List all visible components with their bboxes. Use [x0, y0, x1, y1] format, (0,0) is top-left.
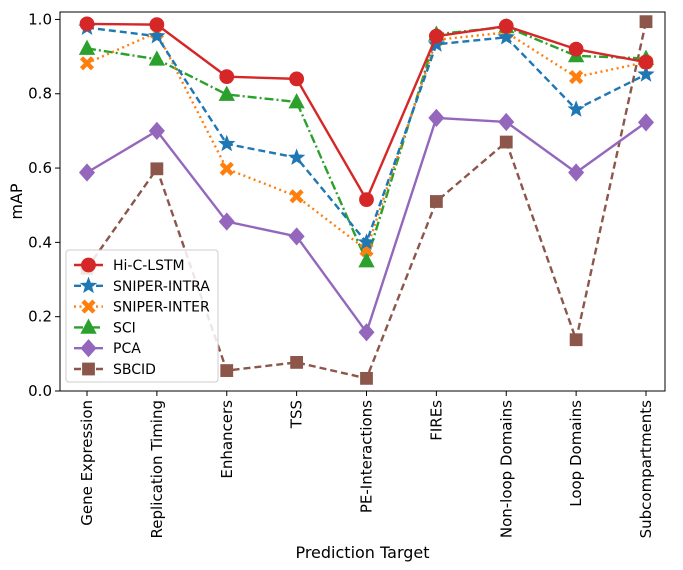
data-point [78, 39, 96, 55]
data-point [288, 93, 305, 109]
plot-frame [59, 11, 666, 392]
legend-item: SNIPER-INTRA [74, 276, 210, 295]
data-point [358, 252, 375, 268]
x-tick-label: Subcompartments [637, 400, 655, 539]
data-point [567, 100, 585, 117]
data-point [360, 371, 373, 385]
data-point [639, 15, 653, 29]
data-point [568, 41, 584, 57]
data-point [219, 69, 235, 85]
y-tick-label: 0.6 [28, 159, 52, 177]
data-point [429, 195, 443, 208]
data-point [218, 134, 236, 152]
series-sbcid [80, 15, 653, 385]
data-point [220, 364, 234, 377]
legend-marker [81, 299, 96, 314]
legend-label: SNIPER-INTRA [113, 279, 210, 295]
series-pca [78, 108, 655, 342]
data-point [498, 112, 515, 132]
data-point [357, 233, 376, 250]
y-tick-label: 0.0 [28, 382, 52, 400]
y-tick-label: 1.0 [28, 10, 52, 28]
data-point [499, 135, 513, 149]
legend-label: SBCID [113, 362, 156, 378]
data-point [637, 65, 655, 82]
data-point [78, 163, 96, 182]
data-point [569, 69, 584, 85]
series-sniper-inter [79, 25, 654, 257]
legend-item: SNIPER-INTER [74, 299, 210, 316]
series-sniper-intra [78, 18, 655, 250]
data-point [568, 163, 585, 182]
x-tick-label: Enhancers [218, 400, 236, 479]
data-point [569, 333, 583, 347]
data-point [638, 54, 654, 70]
x-tick-label: TSS [288, 400, 306, 429]
x-tick-label: Replication Timing [148, 400, 166, 538]
legend-item: Hi-C-LSTM [74, 257, 185, 274]
series-hi-c-lstm [79, 16, 654, 208]
legend: Hi-C-LSTM SNIPER-INTRA SNIPER-INTER SCI PCA S… [65, 249, 219, 383]
legend-marker [80, 318, 97, 334]
legend-label: SNIPER-INTER [113, 300, 210, 316]
x-tick-label: FIREs [427, 400, 445, 441]
legend-item: PCA [74, 339, 141, 358]
series-line [86, 25, 647, 263]
data-point [288, 227, 305, 246]
axes: 0.0 0.2 0.4 0.6 0.8 1.0 Gene Expression Replica… [28, 10, 666, 539]
data-point [79, 16, 95, 32]
data-point [427, 35, 446, 52]
y-tick-label: 0.8 [28, 85, 52, 103]
data-point [148, 121, 165, 141]
data-point [218, 212, 235, 231]
legend-marker [79, 276, 98, 294]
data-point [149, 17, 165, 33]
data-point [428, 28, 444, 44]
data-point [148, 50, 166, 66]
x-axis-title: Prediction Target [295, 543, 429, 562]
data-point [219, 161, 234, 176]
legend-box [65, 249, 219, 383]
series-line [86, 31, 647, 252]
data-point [79, 56, 95, 71]
data-point [358, 323, 375, 342]
y-tick-label: 0.2 [28, 308, 52, 326]
legend-item: SCI [74, 318, 136, 336]
data-point [150, 162, 164, 176]
data-point [287, 148, 306, 166]
plot-area [78, 15, 655, 385]
data-point [498, 18, 514, 34]
data-point [428, 108, 445, 128]
legend-label: SCI [113, 320, 136, 336]
x-tick-label: Loop Domains [567, 400, 585, 507]
data-point [637, 113, 655, 132]
y-tick-label: 0.4 [28, 233, 52, 251]
legend-marker [81, 257, 96, 273]
legend-marker [82, 362, 95, 376]
x-tick-label: PE-Interactions [358, 400, 376, 513]
data-point [289, 189, 304, 204]
data-point [359, 192, 374, 208]
legend-label: PCA [113, 341, 141, 357]
data-point [497, 28, 515, 45]
data-point [218, 85, 235, 101]
y-axis-title: mAP [7, 183, 26, 220]
data-point [289, 71, 305, 87]
x-tick-label: Non-loop Domains [497, 400, 515, 538]
legend-label: Hi-C-LSTM [113, 258, 185, 274]
x-tick-label: Gene Expression [78, 400, 96, 526]
legend-marker [80, 339, 97, 358]
legend-item: SBCID [74, 362, 156, 378]
data-point [148, 27, 166, 44]
data-point [290, 355, 304, 369]
